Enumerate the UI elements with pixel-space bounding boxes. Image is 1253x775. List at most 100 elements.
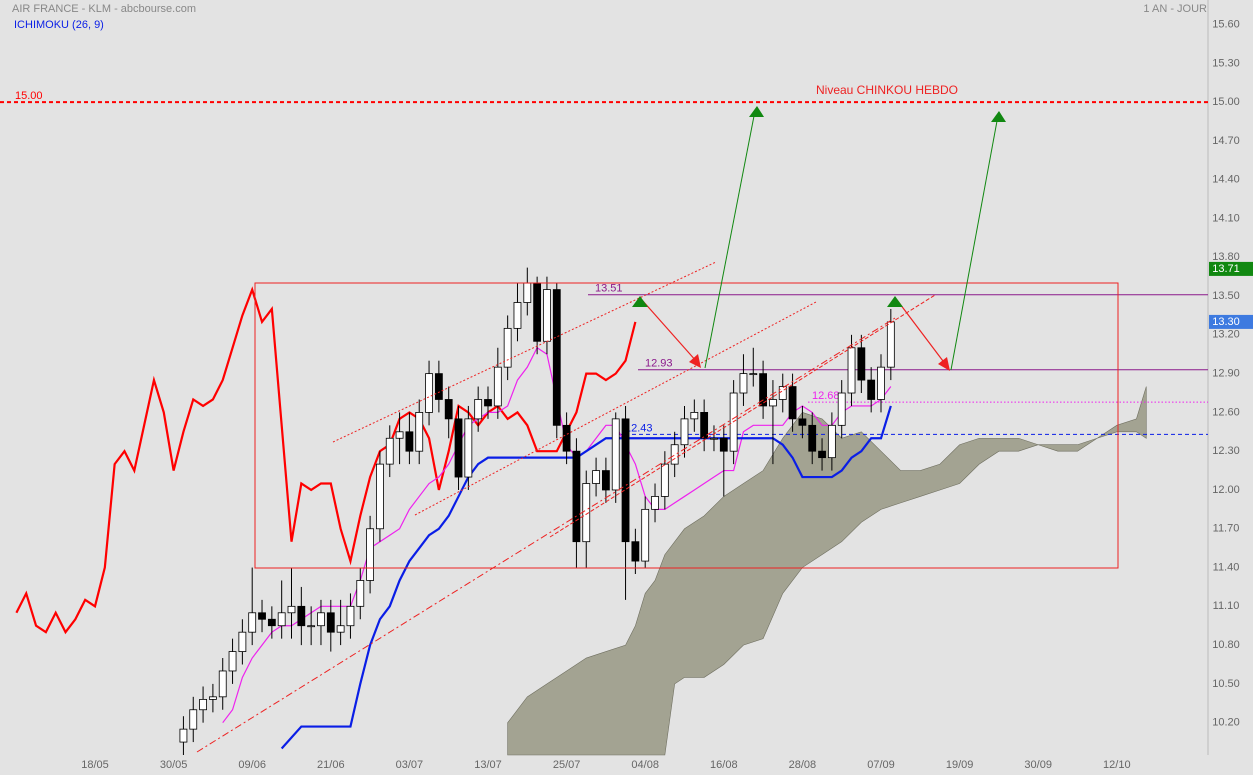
candle-body (425, 373, 433, 413)
channel-line (549, 294, 936, 538)
candle-body (336, 625, 345, 633)
y-tick-label: 14.40 (1212, 174, 1240, 186)
candle-body (277, 612, 286, 627)
candle-body (238, 631, 247, 652)
candle-body (739, 373, 748, 394)
candle-body (611, 418, 620, 491)
candle-body (444, 399, 453, 420)
arrow (896, 299, 947, 366)
candle-body (562, 424, 571, 452)
y-tick-label: 11.40 (1213, 561, 1240, 573)
y-tick-label: 12.00 (1212, 484, 1240, 496)
ichimoku-cloud (507, 386, 1147, 756)
y-tick-label: 11.70 (1213, 523, 1240, 535)
candle-body (208, 696, 217, 700)
candle-body (670, 444, 679, 465)
candle-body (660, 463, 669, 497)
arrow (641, 299, 698, 363)
price-tag (1209, 261, 1253, 276)
x-tick-label: 30/05 (160, 759, 188, 771)
y-tick-label: 12.90 (1212, 368, 1240, 380)
candle-body (484, 399, 492, 407)
candle-body (376, 463, 384, 530)
price-tag-label: 13.30 (1212, 316, 1240, 328)
candle-body (700, 412, 709, 439)
candle-body (769, 399, 777, 407)
candle-body (690, 412, 699, 420)
drawings (196, 106, 1119, 753)
y-tick-label: 14.10 (1212, 212, 1240, 224)
candle-body (572, 450, 581, 543)
candle-body (307, 625, 316, 628)
candle-body (503, 327, 512, 368)
candle-body (749, 373, 758, 376)
y-tick-label: 10.20 (1212, 717, 1240, 729)
candle-body (641, 508, 650, 562)
candle-body (827, 424, 836, 459)
x-tick-label: 18/05 (81, 759, 109, 771)
y-tick-label: 12.60 (1212, 406, 1240, 418)
candle-body (847, 347, 856, 394)
period-label: 1 AN - JOUR (1143, 3, 1207, 15)
level-label: 12.43 (625, 422, 653, 434)
arrow (950, 120, 998, 371)
channel-line (332, 261, 717, 443)
x-tick-label: 30/09 (1024, 759, 1052, 771)
candle-body (356, 580, 365, 607)
candle-body (366, 528, 375, 581)
candle-body (326, 612, 335, 633)
candle-body (454, 418, 463, 478)
level-label: 12.68 (812, 390, 840, 402)
candle-body (602, 470, 610, 491)
y-tick-label: 11.10 (1213, 600, 1240, 612)
candle-body (199, 699, 207, 711)
candle-body (680, 418, 689, 446)
candle-body (523, 282, 532, 303)
x-tick-label: 19/09 (946, 759, 974, 771)
candle-body (218, 670, 227, 698)
candle-body (533, 282, 542, 342)
y-tick-label: 10.80 (1212, 639, 1240, 651)
candle-body (552, 289, 561, 426)
indicator-label: ICHIMOKU (26, 9) (14, 19, 104, 31)
annotation: Niveau CHINKOU HEBDO (816, 83, 958, 97)
x-tick-label: 28/08 (789, 759, 817, 771)
y-tick-label: 15.30 (1212, 57, 1240, 69)
candle-body (877, 366, 885, 400)
candle-body (513, 302, 522, 329)
x-tick-label: 04/08 (631, 759, 659, 771)
candle-body (317, 612, 325, 627)
candle-body (788, 386, 797, 420)
arrow-head (887, 296, 903, 307)
range-box (254, 282, 1119, 569)
y-tick-label: 15.60 (1212, 18, 1240, 30)
candle-body (651, 496, 659, 510)
chart-title: AIR FRANCE - KLM - abcbourse.com (12, 3, 196, 15)
arrow-head (991, 111, 1006, 122)
candle-body (867, 379, 876, 400)
candle-body (385, 437, 394, 465)
candle-body (592, 470, 600, 484)
candle-body (798, 418, 807, 426)
x-tick-label: 25/07 (553, 759, 581, 771)
y-tick-label: 15.00 (1212, 96, 1240, 108)
level-label: 12.93 (645, 358, 673, 370)
arrow-head (938, 357, 950, 371)
candle-body (267, 618, 276, 627)
candle-body (759, 373, 767, 407)
y-tick-label: 13.50 (1212, 290, 1240, 302)
price-tag (1209, 314, 1253, 329)
x-tick-label: 13/07 (474, 759, 502, 771)
candle-body (248, 612, 257, 633)
candle-body (857, 347, 866, 381)
level-label: 13.51 (595, 283, 623, 295)
candle-body (395, 431, 404, 439)
candle-body (297, 605, 306, 627)
candle-body (710, 437, 718, 440)
candle-body (474, 399, 483, 420)
y-tick-label: 12.30 (1212, 445, 1240, 457)
candle-body (405, 431, 414, 452)
candle-body (464, 418, 473, 478)
candle-body (228, 651, 237, 672)
